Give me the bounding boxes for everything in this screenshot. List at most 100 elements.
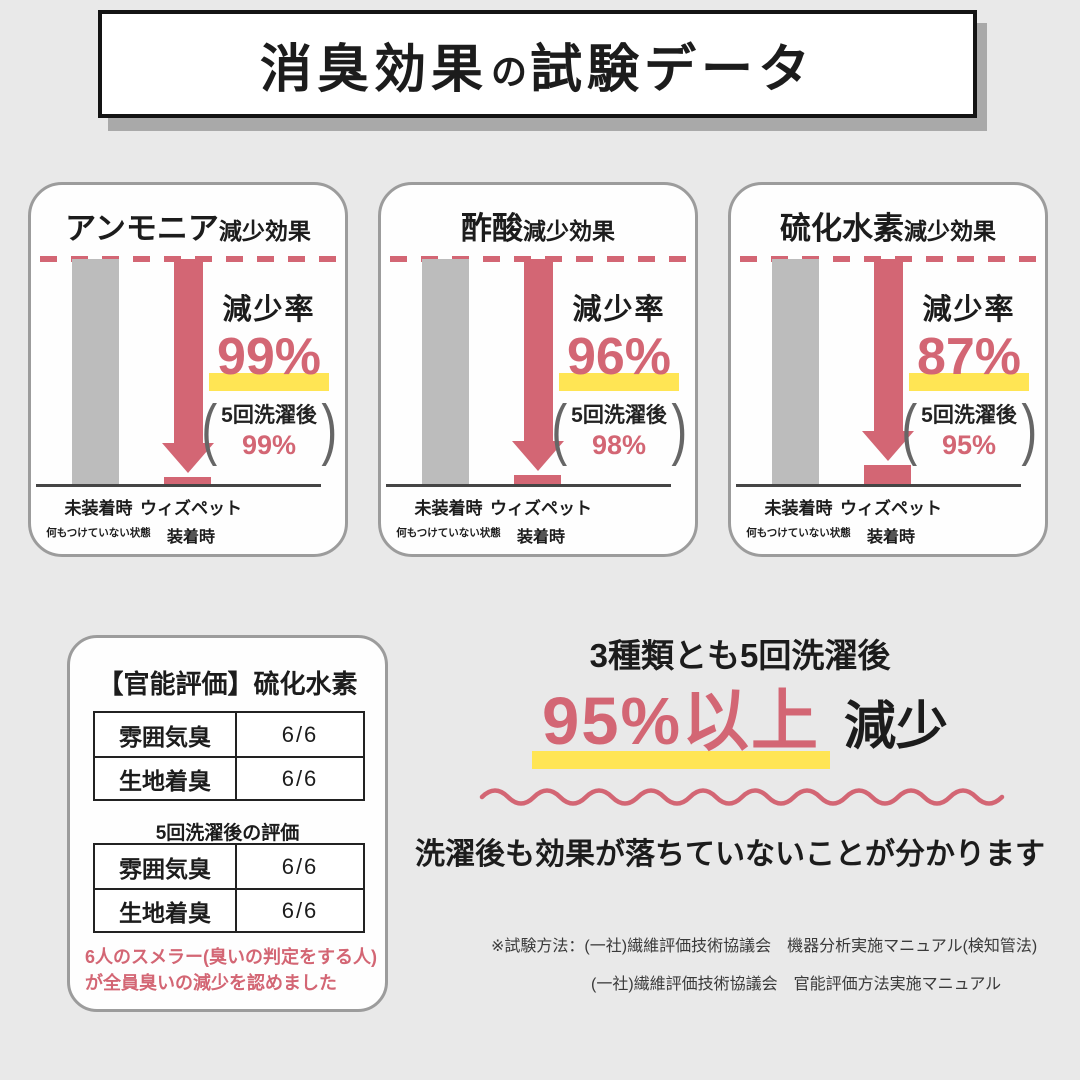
row-value: 6/6 [281,897,319,923]
card-title: アンモニア減少効果 [31,203,345,248]
page-title-part2: 試験データ [530,40,816,99]
rate-percent: 99% [208,331,330,391]
rate-percent: 96% [558,331,680,391]
test-card-hydrogen-sulfide: 硫化水素減少効果 減少率 87% ( 5回洗濯後 95% ) 未装着時 何もつけ… [728,182,1048,557]
arrow-head [162,443,214,473]
summary-heading: 3種類とも5回洗濯後 [589,637,891,674]
row-value: 6/6 [281,721,319,747]
sensory-table-after-wash: 雰囲気臭 6/6 生地着臭 6/6 [93,843,365,933]
table-row: 雰囲気臭 6/6 [95,713,363,756]
rate-label: 減少率 [572,294,666,326]
smeller-note: 6人のスメラー(臭いの判定をする人) が全員臭いの減少を認めました [85,944,377,996]
sensory-table-initial: 雰囲気臭 6/6 生地着臭 6/6 [93,711,365,801]
arrow-head [512,441,564,471]
test-card-ammonia: アンモニア減少効果 減少率 99% ( 5回洗濯後 99% ) 未装着時 何もつ… [28,182,348,557]
reduction-arrow-icon [862,259,914,461]
wash-rate: 99% [241,430,297,460]
category-label-before: 未装着時 何もつけていない状態 [31,494,166,540]
after-bar [164,477,211,484]
rate-value: 87% [891,331,1047,391]
before-sublabel: 何もつけていない状態 [396,527,501,539]
category-label-before: 未装着時 何もつけていない状態 [381,494,516,540]
rate-percent: 87% [908,331,1030,391]
summary-highlight: 95%以上 [531,686,831,770]
rate-label: 減少率 [922,294,1016,326]
row-label: 生地着臭 [95,890,238,931]
wash-result: ( 5回洗濯後 99% ) [191,391,347,468]
before-sublabel: 何もつけていない状態 [746,527,851,539]
before-sublabel: 何もつけていない状態 [46,527,151,539]
after-wash-caption: 5回洗濯後の評価 [155,823,300,844]
paren-close: ) [671,391,688,468]
test-card-acetic-acid: 酢酸減少効果 減少率 96% ( 5回洗濯後 98% ) 未装着時 何もつけてい… [378,182,698,557]
after-label: ウィズペット [490,499,592,518]
smeller-note-line1: 6人のスメラー(臭いの判定をする人) [85,947,377,967]
wash-rate: 95% [941,430,997,460]
sensory-panel-title: 【官能評価】硫化水素 [97,669,358,699]
arrow-head [862,431,914,461]
category-label-before: 未装着時 何もつけていない状態 [731,494,866,540]
table-row: 生地着臭 6/6 [95,888,363,931]
row-value: 6/6 [281,853,319,879]
substance-name: アンモニア [65,211,219,246]
wash-rate: 98% [591,430,647,460]
before-bar [72,259,119,484]
reduction-arrow-icon [512,259,564,471]
wash-result-content: 5回洗濯後 99% [220,399,318,461]
paren-open: ( [200,391,217,468]
row-value: 6/6 [281,765,319,791]
card-title: 酢酸減少効果 [381,203,695,248]
paren-open: ( [900,391,917,468]
card-title-suffix: 減少効果 [904,218,996,244]
before-bar [772,259,819,484]
row-label: 生地着臭 [95,758,238,799]
card-title: 硫化水素減少効果 [731,203,1045,248]
axis-baseline [36,484,321,487]
smeller-note-line2: が全員臭いの減少を認めました [85,973,337,994]
table-row: 生地着臭 6/6 [95,756,363,799]
reduction-arrow-icon [162,259,214,473]
card-title-suffix: 減少効果 [523,218,615,244]
arrow-shaft [173,259,203,443]
before-label: 未装着時 [414,499,483,518]
before-bar [422,259,469,484]
after-sublabel: 装着時 [516,529,565,546]
test-method-notes: ※試験方法：(一社)繊維評価技術協議会 機器分析実施マニュアル(検知管法) (一… [491,932,1037,994]
page-title-particle: の [490,51,527,92]
wash-result-content: 5回洗濯後 95% [920,399,1018,461]
before-label: 未装着時 [64,499,133,518]
wash-note: 5回洗濯後 [571,404,667,427]
summary-highlight-row: 95%以上 減少 [420,684,1060,770]
after-label: ウィズペット [140,499,242,518]
rate-label: 減少率 [222,294,316,326]
category-label-after: ウィズペット 装着時 [126,494,256,547]
paren-close: ) [321,391,338,468]
rate-value: 96% [541,331,697,391]
page-title-part1: 消臭効果 [259,40,488,99]
wash-note: 5回洗濯後 [921,404,1017,427]
card-title-suffix: 減少効果 [218,218,311,244]
arrow-shaft [523,259,553,441]
substance-name: 硫化水素 [780,211,904,246]
after-label: ウィズペット [840,499,942,518]
summary-highlight-suffix: 減少 [844,698,949,756]
rate-block: 減少率 87% ( 5回洗濯後 95% ) [891,286,1047,468]
test-method-line1: ※試験方法：(一社)繊維評価技術協議会 機器分析実施マニュアル(検知管法) [491,938,1038,955]
paren-open: ( [550,391,567,468]
substance-name: 酢酸 [461,211,523,246]
axis-baseline [736,484,1021,487]
row-label: 雰囲気臭 [95,713,238,756]
wavy-underline-icon [478,781,1020,812]
rate-block: 減少率 99% ( 5回洗濯後 99% ) [191,286,347,468]
rate-value: 99% [191,331,347,391]
category-label-after: ウィズペット 装着時 [826,494,956,547]
row-label: 雰囲気臭 [95,845,238,888]
category-label-after: ウィズペット 装着時 [476,494,606,547]
after-sublabel: 装着時 [166,529,215,546]
before-label: 未装着時 [764,499,833,518]
test-method-line2: (一社)繊維評価技術協議会 官能評価方法実施マニュアル [591,976,1002,993]
summary-subtext: 洗濯後も効果が落ちていないことが分かります [415,838,1045,871]
sensory-evaluation-panel: 【官能評価】硫化水素 雰囲気臭 6/6 生地着臭 6/6 5回洗濯後の評価 雰囲… [67,635,388,1012]
wash-note: 5回洗濯後 [221,404,317,427]
